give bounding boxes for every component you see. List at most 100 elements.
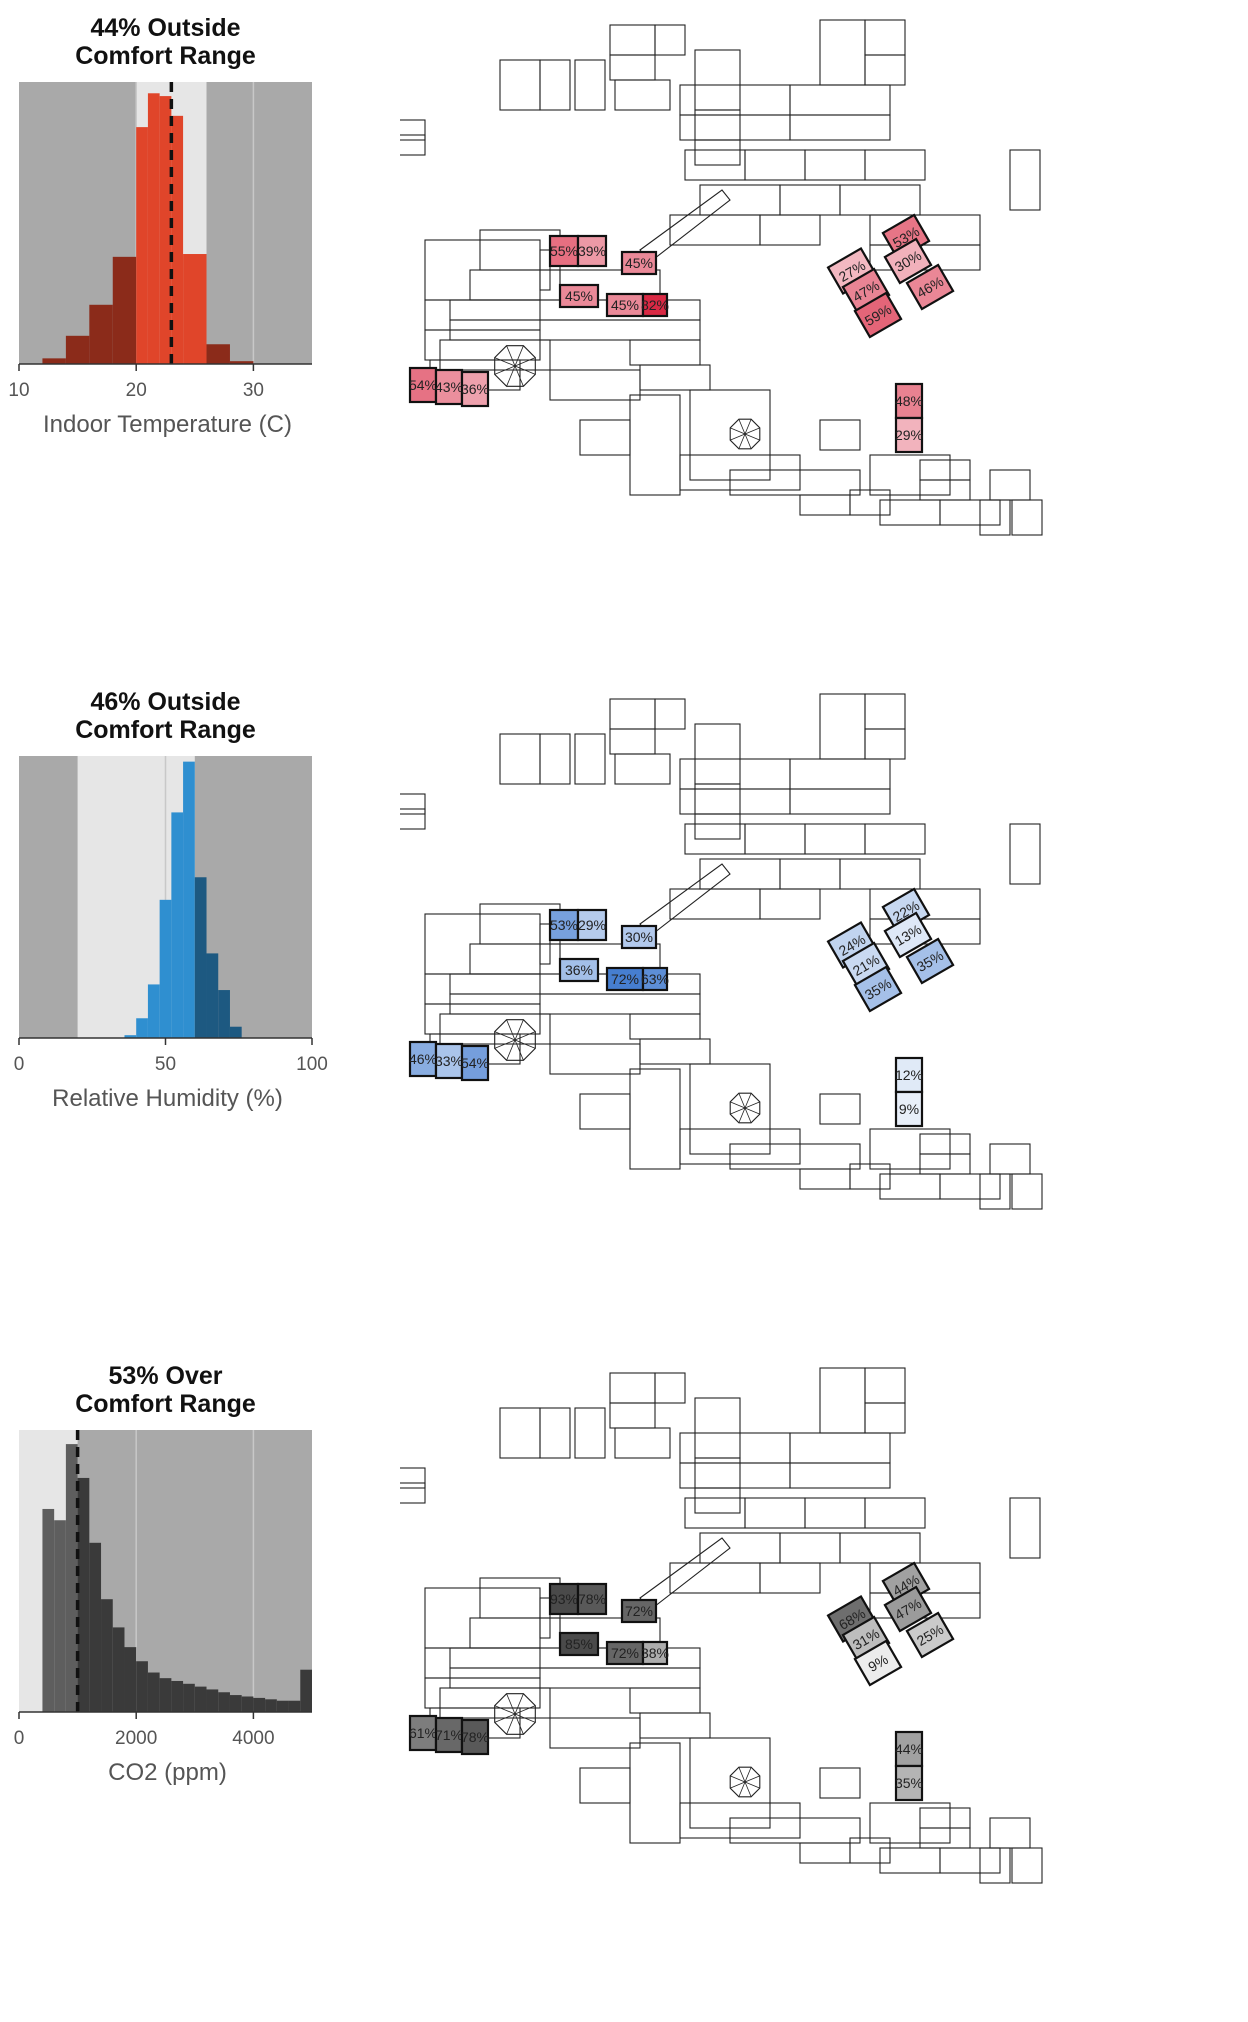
histogram-bar xyxy=(147,93,160,364)
room-cell: 61% xyxy=(408,1714,438,1752)
room-outline xyxy=(539,1407,571,1459)
room-outline xyxy=(400,808,426,830)
room-outline xyxy=(864,1497,926,1529)
room-outline xyxy=(469,943,561,975)
room-outline xyxy=(864,728,906,760)
octagon-spoke xyxy=(494,1031,516,1041)
room-outline xyxy=(919,1153,971,1175)
octagon-pavilion xyxy=(729,418,761,450)
room-outline xyxy=(609,54,656,81)
room-outline xyxy=(789,114,891,141)
histogram-bar xyxy=(183,1683,195,1712)
room-cell: 85% xyxy=(558,1631,600,1657)
histogram-bar xyxy=(206,1689,219,1712)
room-outline xyxy=(400,1467,426,1489)
room-fill xyxy=(853,1639,903,1687)
octagon-spoke xyxy=(514,365,524,387)
room-cell: 43% xyxy=(434,368,464,406)
room-outline xyxy=(574,59,606,111)
room-outline xyxy=(744,1497,806,1529)
room-cell: 9% xyxy=(894,1090,924,1128)
room-fill xyxy=(641,1640,669,1666)
histogram-bar xyxy=(112,256,137,364)
histogram-bar xyxy=(101,1599,113,1712)
room-outline xyxy=(804,823,866,855)
room-outline xyxy=(679,1802,801,1839)
histogram-bar xyxy=(89,1542,102,1712)
room-outline xyxy=(614,79,671,111)
humidity-floor-plan: 53% 29%30%36%72% 63%46%33%54%22%24% 13%21% 3… xyxy=(400,693,1043,1210)
x-tick-label: 100 xyxy=(296,1054,328,1075)
room-fill xyxy=(853,291,903,339)
room-outline xyxy=(449,993,701,1015)
room-outline xyxy=(614,753,671,785)
room-outline xyxy=(869,1802,951,1844)
octagon-spoke xyxy=(514,1693,524,1715)
room-outline xyxy=(639,364,711,391)
comfort-rooms: 55% 39%45%45%45% 82%54%43%36%53%27% 30%47% 4… xyxy=(408,213,955,454)
room-outline xyxy=(989,1143,1031,1175)
room-outline xyxy=(804,149,866,181)
room-percent-label: 44% xyxy=(895,1741,923,1757)
room-outline xyxy=(699,1532,781,1564)
room-fill xyxy=(408,1040,438,1078)
room-fill xyxy=(894,1730,924,1768)
room-fill xyxy=(883,911,933,959)
room-outline xyxy=(669,214,761,246)
x-tick-label: 0 xyxy=(14,1728,25,1749)
octagon-spoke xyxy=(514,1039,536,1049)
histogram-bar xyxy=(77,1477,90,1712)
room-cell: 30% xyxy=(883,237,933,285)
room-fill xyxy=(460,1044,490,1082)
room-cell: 35% xyxy=(905,937,955,985)
room-percent-label: 93% xyxy=(550,1591,578,1607)
room-outline xyxy=(609,24,656,56)
histogram-bar xyxy=(276,1700,289,1712)
histogram-bar xyxy=(159,96,172,364)
x-axis-label: CO2 (ppm) xyxy=(108,1759,227,1786)
room-outline xyxy=(729,1817,861,1844)
histogram-bar xyxy=(54,1520,66,1712)
room-outline xyxy=(669,1562,761,1594)
histogram-bar xyxy=(136,127,148,365)
octagon-spoke xyxy=(744,427,760,435)
room-cell: 55% xyxy=(548,234,580,268)
room-outline xyxy=(424,1003,541,1035)
room-outline xyxy=(799,494,851,516)
histogram-bar xyxy=(253,1697,266,1712)
octagon-spoke xyxy=(738,1093,746,1109)
histogram-bar xyxy=(171,812,184,1038)
room-fill xyxy=(558,1631,600,1657)
octagon-pavilion xyxy=(729,1766,761,1798)
room-percent-label: 36% xyxy=(461,381,489,397)
room-outline xyxy=(629,1687,701,1714)
room-outline xyxy=(469,1617,561,1649)
room-outline xyxy=(804,1497,866,1529)
room-outline xyxy=(779,184,841,216)
histogram-bar xyxy=(42,358,66,364)
room-outline xyxy=(759,1562,821,1594)
room-outline xyxy=(759,888,821,920)
room-cell: 46% xyxy=(905,263,955,311)
room-cell: 59% xyxy=(853,291,903,339)
room-outline xyxy=(869,454,951,496)
room-outline xyxy=(879,1173,941,1200)
title-line-1: 46% Outside xyxy=(90,688,241,716)
octagon-spoke xyxy=(514,1039,524,1061)
room-percent-label: 45% xyxy=(611,297,639,313)
room-percent-label: 38% xyxy=(641,1645,669,1661)
room-fill xyxy=(558,957,600,983)
room-fill xyxy=(548,234,580,268)
co2-panel: 53% Over Comfort Range 0 2000 4000 CO2 (ppm… xyxy=(0,1348,1248,2022)
room-outline xyxy=(839,1532,921,1564)
room-percent-label: 72% xyxy=(611,1645,639,1661)
octagon-spoke xyxy=(738,433,746,449)
room-outline xyxy=(400,134,426,156)
panel-title: 46% Outside Comfort Range xyxy=(8,688,323,744)
room-outline xyxy=(869,244,981,271)
x-tick-label: 0 xyxy=(14,1054,25,1075)
room-fill xyxy=(894,382,924,420)
octagon-spoke xyxy=(494,1039,516,1049)
room-outline xyxy=(654,698,686,730)
room-outline xyxy=(744,823,806,855)
